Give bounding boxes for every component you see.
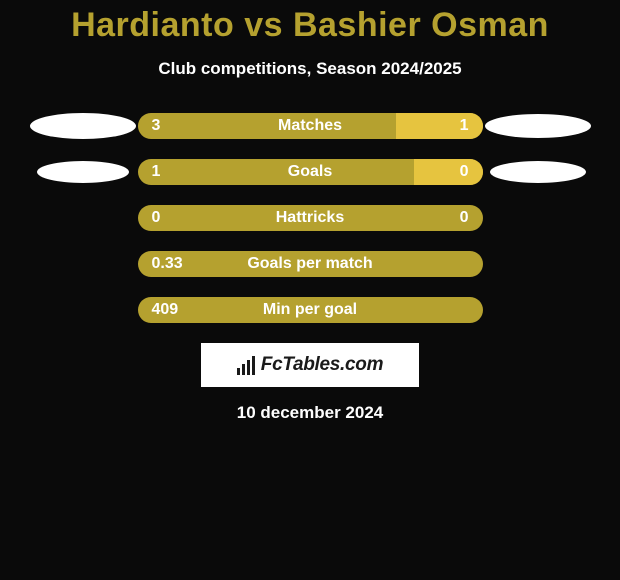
- stat-row: 0Hattricks0: [0, 205, 620, 231]
- left-ellipse-marker: [30, 113, 136, 139]
- stat-label: Min per goal: [138, 301, 483, 319]
- stat-bar: 3Matches1: [138, 113, 483, 139]
- stat-bar-overlay: 1Goals0: [138, 159, 483, 185]
- stat-bar: 0.33Goals per match: [138, 251, 483, 277]
- subtitle: Club competitions, Season 2024/2025: [0, 59, 620, 79]
- stat-right-value: 0: [460, 209, 469, 227]
- comparison-infographic: Hardianto vs Bashier Osman Club competit…: [0, 0, 620, 423]
- stat-label: Hattricks: [138, 209, 483, 227]
- left-marker-slot: [28, 113, 138, 139]
- right-ellipse-marker: [490, 161, 586, 183]
- stat-row: 3Matches1: [0, 113, 620, 139]
- stat-bar-overlay: 3Matches1: [138, 113, 483, 139]
- stat-bar: 0Hattricks0: [138, 205, 483, 231]
- brand-badge: FcTables.com: [201, 343, 419, 387]
- stat-label: Goals: [138, 163, 483, 181]
- stat-bar: 409Min per goal: [138, 297, 483, 323]
- stat-bar: 1Goals0: [138, 159, 483, 185]
- stat-row: 409Min per goal: [0, 297, 620, 323]
- stat-row: 0.33Goals per match: [0, 251, 620, 277]
- stats-list: 3Matches11Goals00Hattricks00.33Goals per…: [0, 113, 620, 323]
- stat-right-value: 1: [460, 117, 469, 135]
- left-marker-slot: [28, 161, 138, 183]
- stat-bar-overlay: 0.33Goals per match: [138, 251, 483, 277]
- stat-bar-overlay: 409Min per goal: [138, 297, 483, 323]
- stat-row: 1Goals0: [0, 159, 620, 185]
- date-label: 10 december 2024: [0, 403, 620, 423]
- page-title: Hardianto vs Bashier Osman: [0, 6, 620, 45]
- stat-bar-overlay: 0Hattricks0: [138, 205, 483, 231]
- stat-label: Goals per match: [138, 255, 483, 273]
- brand-text: FcTables.com: [261, 354, 383, 376]
- bar-chart-icon: [237, 355, 255, 375]
- right-marker-slot: [483, 161, 593, 183]
- stat-label: Matches: [138, 117, 483, 135]
- right-marker-slot: [483, 114, 593, 138]
- left-ellipse-marker: [37, 161, 129, 183]
- right-ellipse-marker: [485, 114, 591, 138]
- stat-right-value: 0: [460, 163, 469, 181]
